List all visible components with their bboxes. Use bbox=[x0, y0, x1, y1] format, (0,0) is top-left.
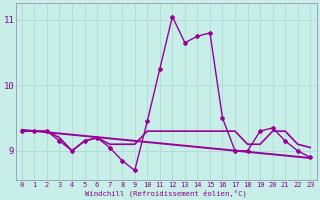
X-axis label: Windchill (Refroidissement éolien,°C): Windchill (Refroidissement éolien,°C) bbox=[85, 189, 247, 197]
